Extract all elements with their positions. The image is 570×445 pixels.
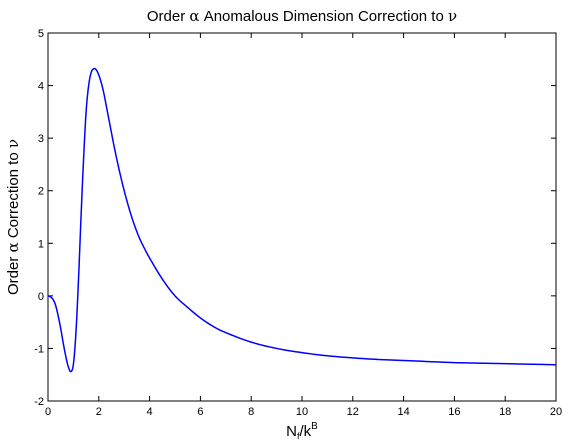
- y-tick-label: 5: [38, 28, 44, 40]
- x-tick-label: 0: [45, 406, 51, 418]
- ticks: [47, 32, 557, 402]
- y-tick-label: 4: [38, 81, 44, 93]
- series-line: [47, 67, 557, 373]
- x-tick-label: 18: [499, 406, 511, 418]
- x-tick-label: 10: [296, 406, 308, 418]
- y-tick-label: -1: [34, 343, 44, 355]
- x-tick-label: 2: [96, 406, 102, 418]
- plot-background: [47, 32, 557, 402]
- y-tick-label: 0: [38, 291, 44, 303]
- x-tick-label: 14: [397, 406, 409, 418]
- x-tick-label: 4: [147, 406, 153, 418]
- x-tick-label: 8: [248, 406, 254, 418]
- x-tick-label: 6: [197, 406, 203, 418]
- y-tick-label: 1: [38, 238, 44, 250]
- x-tick-label: 20: [550, 406, 562, 418]
- y-axis-label: Order α Correction to ν: [4, 139, 22, 295]
- chart-title: Order α Anomalous Dimension Correction t…: [147, 7, 457, 25]
- y-tick-label: -2: [34, 396, 44, 408]
- y-tick-label: 3: [38, 133, 44, 145]
- x-tick-label: 12: [347, 406, 359, 418]
- x-axis-label: Nf/kB: [286, 421, 318, 441]
- x-tick-label: 16: [448, 406, 460, 418]
- y-tick-label: 2: [38, 186, 44, 198]
